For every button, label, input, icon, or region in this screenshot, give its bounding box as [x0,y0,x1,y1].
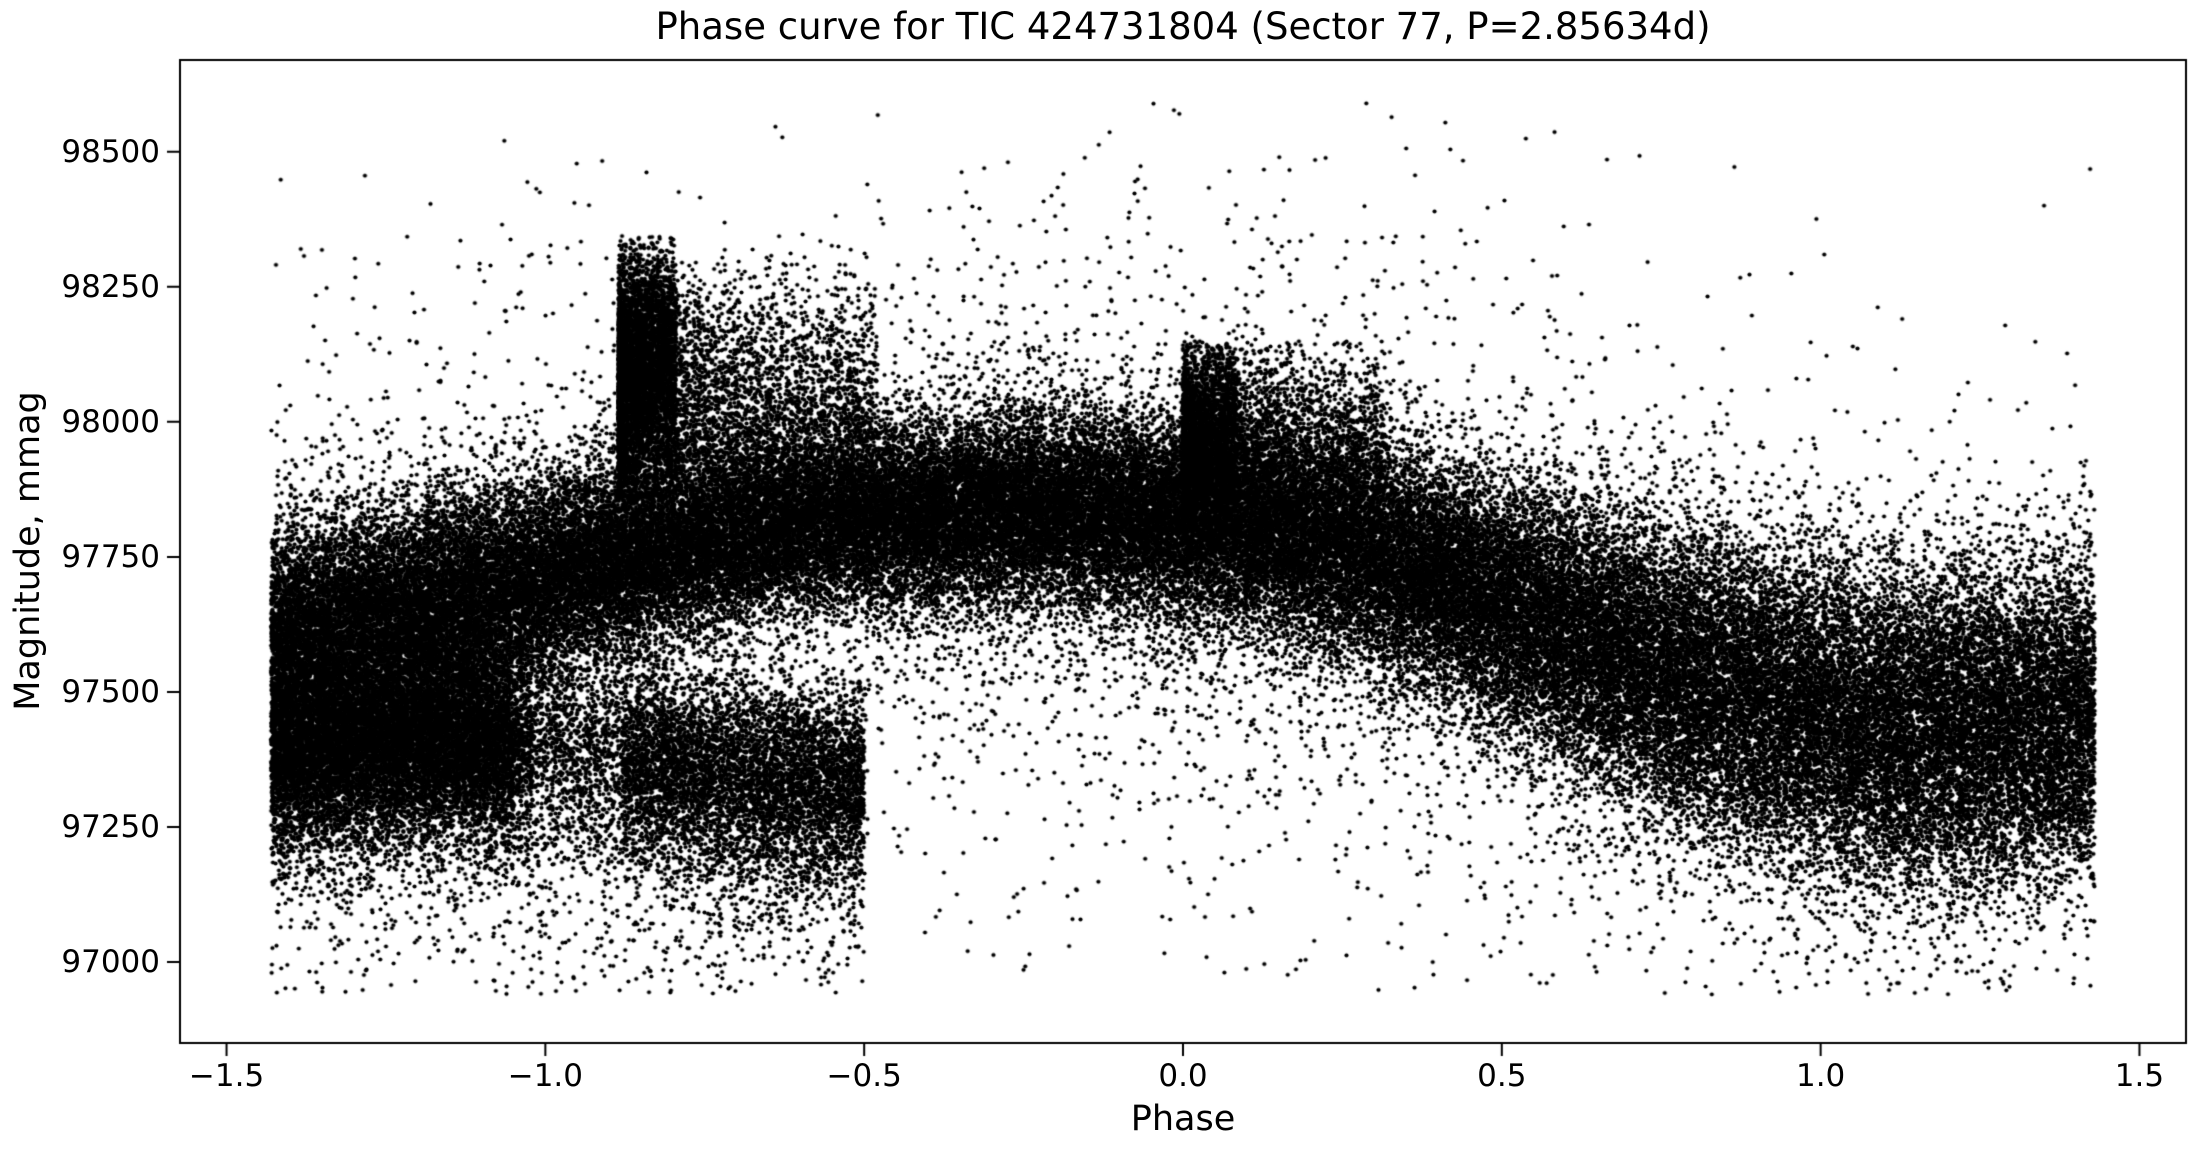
y-tick-label: 98000 [61,403,160,440]
x-tick-label: −1.5 [188,1058,265,1094]
x-tick-label: −0.5 [826,1058,902,1094]
x-tick-label: −1.0 [507,1058,583,1094]
x-axis-label: Phase [1130,1099,1236,1139]
y-tick-label: 97500 [61,673,160,710]
y-tick-label: 97000 [61,943,160,980]
x-tick-label: 1.0 [1795,1058,1846,1094]
x-tick-label: 0.0 [1158,1058,1208,1094]
chart-title: Phase curve for TIC 424731804 (Sector 77… [655,5,1711,48]
y-tick-label: 98250 [61,268,160,305]
y-tick-label: 97250 [61,808,160,845]
y-tick-label: 98500 [61,133,160,170]
y-tick-label: 97750 [61,538,160,575]
x-tick-label: 0.5 [1477,1058,1527,1094]
x-tick-label: 1.5 [2114,1058,2165,1094]
